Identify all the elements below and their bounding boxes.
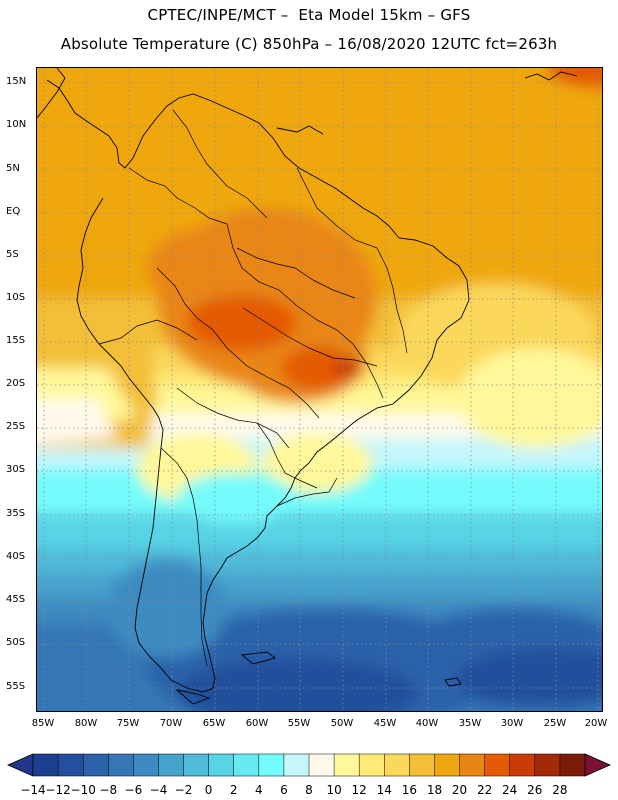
colorbar-tick-label: 20 — [451, 783, 468, 797]
colorbar-swatch — [559, 753, 586, 777]
lat-label-35s: 35S — [6, 508, 26, 519]
lat-label-15n: 15N — [6, 76, 27, 87]
lon-label-60w: 60W — [245, 718, 269, 729]
colorbar-tick-label: 10 — [326, 783, 342, 797]
colorbar-tick-label: 0 — [204, 783, 213, 797]
coastlines — [37, 68, 578, 705]
colorbar-tick-label: −8 — [99, 783, 118, 797]
colorbar-tick-label: 18 — [426, 783, 443, 797]
colorbar-tick-label: −6 — [124, 783, 143, 797]
lon-label-85w: 85W — [31, 718, 55, 729]
colorbar-tick-label: 14 — [376, 783, 392, 797]
lon-label-25w: 25W — [543, 718, 567, 729]
colorbar-tick-label: 24 — [502, 783, 518, 797]
colorbar-swatch — [208, 753, 235, 777]
lat-label-10n: 10N — [6, 119, 27, 130]
colorbar-swatch — [509, 753, 536, 777]
colorbar-tick-label: 22 — [476, 783, 493, 797]
colorbar-tick-label: −10 — [70, 783, 96, 797]
lat-label-30s: 30S — [6, 464, 26, 475]
lon-label-75w: 75W — [116, 718, 140, 729]
colorbar-tick-label: −14 — [20, 783, 46, 797]
colorbar-swatch — [333, 753, 360, 777]
colorbar-swatch — [434, 753, 461, 777]
colorbar-tick-label: 6 — [280, 783, 288, 797]
colorbar-swatch — [233, 753, 260, 777]
colorbar-tick-label: 2 — [229, 783, 238, 797]
colorbar-swatch — [534, 753, 561, 777]
colorbar-tick-label: −12 — [45, 783, 71, 797]
colorbar-swatch — [82, 753, 109, 777]
lat-label-50s: 50S — [6, 637, 26, 648]
lon-label-45w: 45W — [373, 718, 397, 729]
colorbar-tick-label: 12 — [351, 783, 367, 797]
colorbar-swatch — [459, 753, 486, 777]
colorbar-tick-label: −4 — [149, 783, 168, 797]
colorbar-swatch — [308, 753, 335, 777]
colorbar-swatch — [384, 753, 410, 777]
colorbar-tick-label: 26 — [527, 783, 543, 797]
colorbar-swatch — [57, 753, 84, 777]
lon-label-35w: 35W — [458, 718, 482, 729]
lat-label-15s: 15S — [6, 335, 26, 346]
graticule — [37, 68, 602, 711]
lat-label-eq: EQ — [6, 206, 21, 217]
colorbar-swatch — [484, 753, 511, 777]
colorbar-swatch — [133, 753, 159, 777]
colorbar-tick-label: 4 — [254, 783, 263, 797]
lat-label-5n: 5N — [6, 163, 20, 174]
country-borders — [98, 109, 408, 667]
color-scale-bar — [7, 753, 611, 777]
lon-label-40w: 40W — [415, 718, 439, 729]
colorbar-swatch — [358, 753, 385, 777]
colorbar-swatch — [158, 753, 185, 777]
colorbar-swatch — [183, 753, 210, 777]
colorbar-tick-label: 28 — [552, 783, 568, 797]
colorbar-swatch — [32, 753, 59, 777]
colorbar-swatch — [409, 753, 435, 777]
lon-label-50w: 50W — [330, 718, 354, 729]
lon-label-80w: 80W — [74, 718, 98, 729]
colorbar-tick-label: 8 — [305, 783, 313, 797]
colorbar-swatch — [258, 753, 285, 777]
lon-label-30w: 30W — [500, 718, 524, 729]
lat-label-40s: 40S — [6, 551, 26, 562]
lat-label-10s: 10S — [6, 292, 26, 303]
lon-label-55w: 55W — [287, 718, 311, 729]
colorbar-tick-label: −2 — [174, 783, 193, 797]
temperature-map — [36, 67, 603, 712]
lat-label-5s: 5S — [6, 249, 19, 260]
lat-label-20s: 20S — [6, 378, 26, 389]
map-subtitle: Absolute Temperature (C) 850hPa – 16/08/… — [60, 35, 558, 53]
temperature-field — [37, 68, 602, 711]
colorbar-tick-label: 16 — [401, 783, 418, 797]
map-title: CPTEC/INPE/MCT – Eta Model 15km – GFS — [147, 6, 471, 24]
lon-label-65w: 65W — [202, 718, 226, 729]
colorbar-swatch — [108, 753, 134, 777]
lat-label-45s: 45S — [6, 594, 26, 605]
colorbar-underflow-arrow — [7, 753, 34, 777]
lon-label-70w: 70W — [159, 718, 183, 729]
colorbar-overflow-arrow — [584, 753, 611, 777]
colorbar-swatch — [283, 753, 310, 777]
lon-label-20w: 20W — [584, 718, 608, 729]
lat-label-25s: 25S — [6, 421, 26, 432]
lat-label-55s: 55S — [6, 681, 26, 692]
